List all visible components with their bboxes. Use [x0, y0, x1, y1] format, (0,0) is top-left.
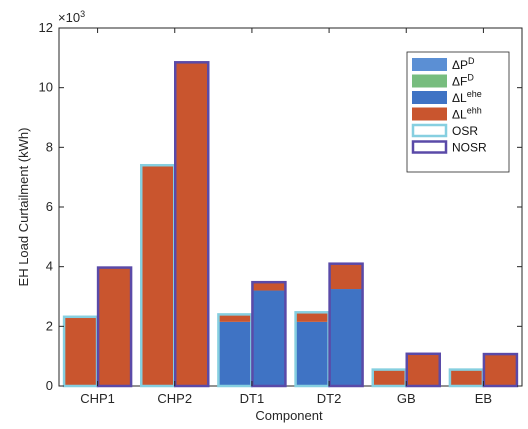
- y-tick-label: 0: [46, 378, 53, 393]
- bar-outline-chp1-nosr: [96, 266, 133, 388]
- bar-dt1-nosr-series3: [252, 282, 286, 291]
- legend-label: ΔPD: [452, 56, 475, 72]
- x-tick-label: DT1: [240, 391, 265, 406]
- y-tick-label: 2: [46, 318, 53, 333]
- y-axis-exponent: ×103: [58, 9, 85, 25]
- legend-swatch: [412, 58, 447, 71]
- bar-chp1-nosr-series3: [98, 267, 132, 386]
- bar-outline-dt2-nosr: [328, 262, 364, 388]
- x-tick-label: CHP2: [157, 391, 192, 406]
- legend-label: ΔLehe: [452, 89, 482, 105]
- y-tick-label: 6: [46, 199, 53, 214]
- y-tick-label: 4: [46, 259, 53, 274]
- legend-label: NOSR: [452, 141, 487, 155]
- bar-dt2-osr-series2: [295, 321, 329, 386]
- legend-outline-swatch: [411, 123, 448, 138]
- bar-eb-nosr-series3: [483, 354, 517, 386]
- bar-chp2-osr-series3: [141, 165, 175, 386]
- bar-dt1-osr-series3: [218, 314, 252, 322]
- bar-dt1-osr-series2: [218, 321, 252, 386]
- bar-dt2-nosr-series3: [329, 263, 363, 290]
- bar-dt2-osr-series3: [295, 312, 329, 322]
- legend-label: ΔFD: [452, 73, 474, 89]
- bars-layer: [62, 61, 519, 388]
- legend-outline-swatch: [411, 140, 448, 154]
- bar-outline-gb-nosr: [405, 352, 441, 388]
- bar-outline-chp2-nosr: [174, 61, 210, 388]
- y-tick-label: 12: [39, 20, 53, 35]
- legend-label: ΔLehh: [452, 106, 482, 122]
- bar-chp1-osr-series3: [64, 316, 98, 386]
- legend-swatch: [412, 91, 447, 104]
- x-axis-ticks: CHP1 CHP2 DT1 DT2 GB EB: [80, 28, 492, 406]
- bar-dt1-nosr-series2: [252, 290, 286, 386]
- y-axis-ticks: 0 2 4 6 8 10 12: [39, 20, 522, 393]
- y-axis-label: EH Load Curtailment (kWh): [16, 128, 31, 287]
- x-tick-label: EB: [475, 391, 492, 406]
- bar-dt2-nosr-series2: [329, 289, 363, 386]
- legend-label: OSR: [452, 124, 478, 138]
- bar-gb-osr-series3: [372, 369, 406, 386]
- bar-gb-nosr-series3: [406, 353, 440, 386]
- legend-swatch: [412, 74, 447, 88]
- y-tick-label: 8: [46, 139, 53, 154]
- legend-swatch: [412, 107, 447, 121]
- x-axis-label: Component: [255, 408, 323, 423]
- y-tick-label: 10: [39, 80, 53, 95]
- x-tick-label: CHP1: [80, 391, 115, 406]
- x-tick-label: GB: [397, 391, 416, 406]
- bar-outline-eb-nosr: [482, 352, 519, 388]
- x-tick-label: DT2: [317, 391, 342, 406]
- bar-eb-osr-series3: [449, 369, 483, 386]
- bar-outline-dt1-nosr: [251, 280, 287, 388]
- bar-chp2-nosr-series3: [175, 62, 209, 386]
